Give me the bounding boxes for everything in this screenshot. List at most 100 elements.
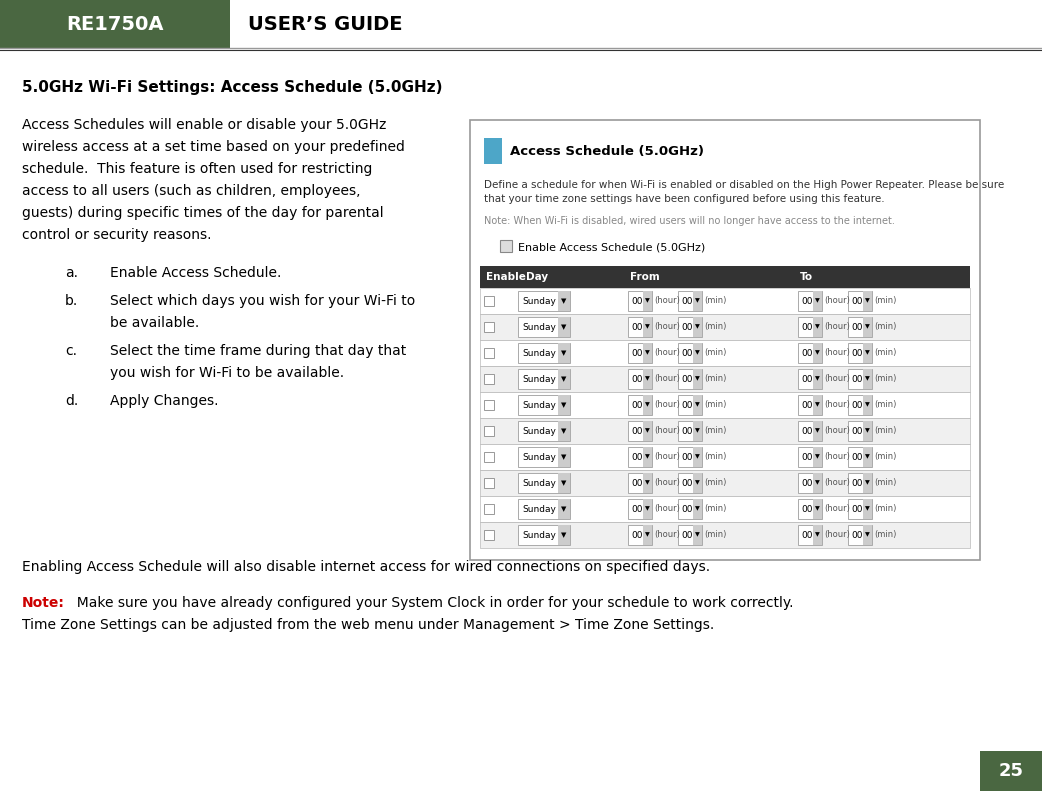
FancyBboxPatch shape xyxy=(678,291,702,311)
Text: ▼: ▼ xyxy=(815,350,820,355)
FancyBboxPatch shape xyxy=(643,525,652,545)
Text: ▼: ▼ xyxy=(562,324,567,330)
FancyBboxPatch shape xyxy=(678,395,702,415)
FancyBboxPatch shape xyxy=(813,473,822,493)
Text: Sunday: Sunday xyxy=(522,374,555,384)
FancyBboxPatch shape xyxy=(480,418,970,444)
FancyBboxPatch shape xyxy=(693,447,702,467)
Text: that your time zone settings have been configured before using this feature.: that your time zone settings have been c… xyxy=(483,194,885,204)
FancyBboxPatch shape xyxy=(483,426,494,436)
FancyBboxPatch shape xyxy=(483,296,494,306)
Text: ▼: ▼ xyxy=(695,324,700,330)
FancyBboxPatch shape xyxy=(798,499,822,519)
Text: (hour): (hour) xyxy=(824,531,850,539)
Text: 00: 00 xyxy=(851,349,863,358)
Text: ▼: ▼ xyxy=(865,480,870,486)
Text: ▼: ▼ xyxy=(695,429,700,433)
Text: (min): (min) xyxy=(874,400,896,410)
Text: 00: 00 xyxy=(801,400,813,410)
FancyBboxPatch shape xyxy=(863,447,872,467)
Text: a.: a. xyxy=(65,266,78,280)
Text: Select which days you wish for your Wi-Fi to: Select which days you wish for your Wi-F… xyxy=(110,294,416,308)
Text: (hour): (hour) xyxy=(654,531,679,539)
Text: 00: 00 xyxy=(801,452,813,461)
FancyBboxPatch shape xyxy=(643,369,652,389)
Text: (hour): (hour) xyxy=(824,479,850,487)
Text: (min): (min) xyxy=(704,349,726,358)
FancyBboxPatch shape xyxy=(518,291,570,311)
FancyBboxPatch shape xyxy=(480,366,970,392)
FancyBboxPatch shape xyxy=(813,525,822,545)
Text: Access Schedule (5.0GHz): Access Schedule (5.0GHz) xyxy=(510,145,704,157)
Text: 00: 00 xyxy=(631,452,643,461)
Text: Access Schedules will enable or disable your 5.0GHz: Access Schedules will enable or disable … xyxy=(22,118,387,132)
Text: (hour): (hour) xyxy=(654,323,679,331)
FancyBboxPatch shape xyxy=(643,343,652,363)
Text: control or security reasons.: control or security reasons. xyxy=(22,228,212,242)
FancyBboxPatch shape xyxy=(693,421,702,441)
FancyBboxPatch shape xyxy=(483,452,494,462)
Text: 00: 00 xyxy=(681,297,693,305)
Text: ▼: ▼ xyxy=(562,480,567,486)
Text: Sunday: Sunday xyxy=(522,323,555,331)
FancyBboxPatch shape xyxy=(798,343,822,363)
Text: ▼: ▼ xyxy=(562,532,567,538)
Text: Sunday: Sunday xyxy=(522,426,555,436)
FancyBboxPatch shape xyxy=(559,473,570,493)
FancyBboxPatch shape xyxy=(798,369,822,389)
Text: Sunday: Sunday xyxy=(522,400,555,410)
Text: ▼: ▼ xyxy=(645,350,650,355)
Text: (hour): (hour) xyxy=(654,479,679,487)
FancyBboxPatch shape xyxy=(798,291,822,311)
Text: (min): (min) xyxy=(704,323,726,331)
Text: ▼: ▼ xyxy=(815,403,820,407)
Text: 00: 00 xyxy=(681,426,693,436)
FancyBboxPatch shape xyxy=(643,447,652,467)
FancyBboxPatch shape xyxy=(678,499,702,519)
FancyBboxPatch shape xyxy=(480,444,970,470)
Text: ▼: ▼ xyxy=(562,298,567,304)
Text: Enable: Enable xyxy=(486,272,526,282)
FancyBboxPatch shape xyxy=(518,395,570,415)
Text: ▼: ▼ xyxy=(645,324,650,330)
FancyBboxPatch shape xyxy=(863,525,872,545)
FancyBboxPatch shape xyxy=(480,340,970,366)
Text: 00: 00 xyxy=(851,452,863,461)
Text: 00: 00 xyxy=(631,400,643,410)
Text: 00: 00 xyxy=(801,349,813,358)
FancyBboxPatch shape xyxy=(518,447,570,467)
Text: 00: 00 xyxy=(851,479,863,487)
Text: (min): (min) xyxy=(874,297,896,305)
FancyBboxPatch shape xyxy=(518,499,570,519)
FancyBboxPatch shape xyxy=(813,343,822,363)
FancyBboxPatch shape xyxy=(813,291,822,311)
Text: (min): (min) xyxy=(704,452,726,461)
FancyBboxPatch shape xyxy=(480,266,970,288)
FancyBboxPatch shape xyxy=(848,421,872,441)
FancyBboxPatch shape xyxy=(848,499,872,519)
FancyBboxPatch shape xyxy=(678,369,702,389)
Text: 00: 00 xyxy=(851,426,863,436)
Text: ▼: ▼ xyxy=(815,298,820,304)
FancyBboxPatch shape xyxy=(0,0,230,48)
FancyBboxPatch shape xyxy=(643,421,652,441)
Text: Enable Access Schedule (5.0GHz): Enable Access Schedule (5.0GHz) xyxy=(518,242,705,252)
Text: ▼: ▼ xyxy=(815,455,820,460)
Text: To: To xyxy=(800,272,813,282)
FancyBboxPatch shape xyxy=(559,421,570,441)
FancyBboxPatch shape xyxy=(848,525,872,545)
Text: Enable Access Schedule.: Enable Access Schedule. xyxy=(110,266,281,280)
Text: ▼: ▼ xyxy=(865,298,870,304)
Text: 00: 00 xyxy=(681,452,693,461)
Text: From: From xyxy=(630,272,660,282)
Text: 25: 25 xyxy=(998,762,1023,780)
FancyBboxPatch shape xyxy=(480,392,970,418)
FancyBboxPatch shape xyxy=(483,504,494,514)
Text: 00: 00 xyxy=(851,297,863,305)
Text: 00: 00 xyxy=(801,479,813,487)
Text: ▼: ▼ xyxy=(645,429,650,433)
FancyBboxPatch shape xyxy=(863,421,872,441)
FancyBboxPatch shape xyxy=(848,317,872,337)
FancyBboxPatch shape xyxy=(500,240,512,252)
FancyBboxPatch shape xyxy=(559,525,570,545)
